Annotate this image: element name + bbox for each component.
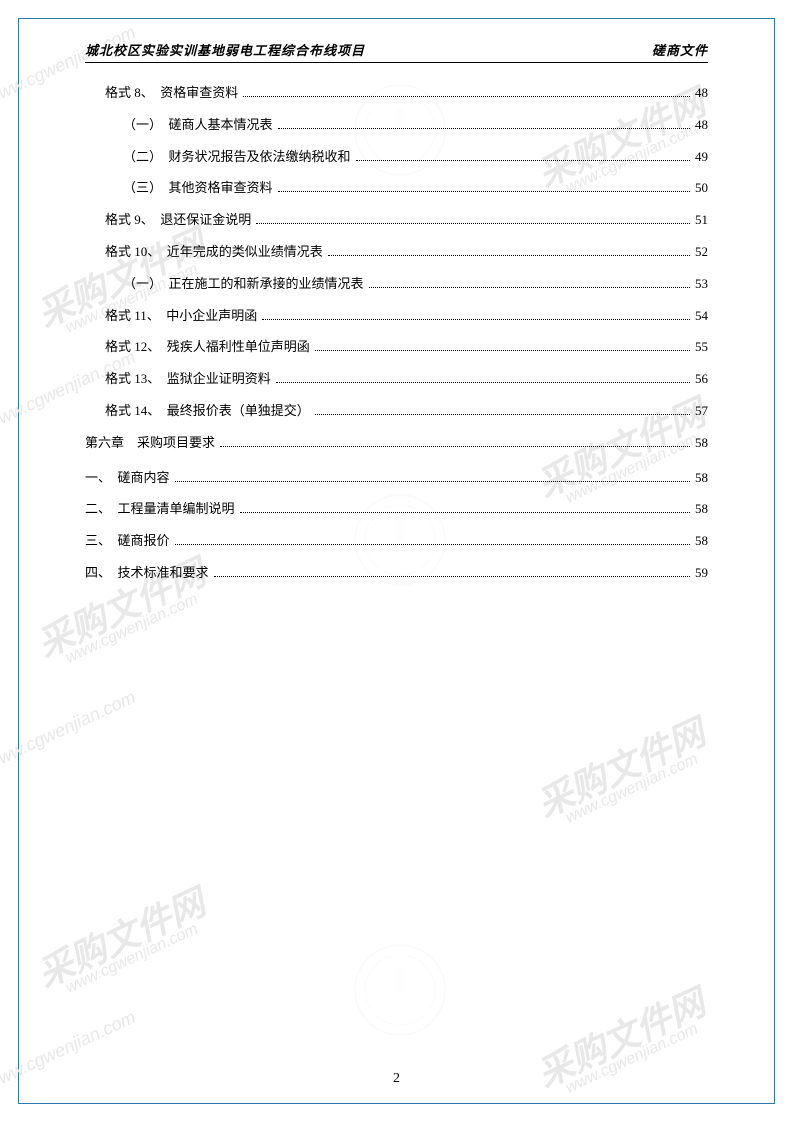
toc-label: 一、 磋商内容 (85, 468, 172, 489)
header-title-left: 城北校区实验实训基地弱电工程综合布线项目 (85, 40, 365, 59)
toc-page-number: 52 (693, 242, 708, 263)
toc-page-number: 51 (693, 210, 708, 231)
toc-page-number: 55 (693, 337, 708, 358)
toc-entry: 一、 磋商内容 58 (85, 468, 708, 489)
toc-page-number: 54 (693, 306, 708, 327)
toc-label: 格式 11、 中小企业声明函 (105, 306, 259, 327)
toc-page-number: 48 (693, 115, 708, 136)
toc-page-number: 58 (693, 468, 708, 489)
toc-page-number: 58 (693, 499, 708, 520)
toc-label: 二、 工程量清单编制说明 (85, 499, 237, 520)
toc-entry: 三、 磋商报价 58 (85, 531, 708, 552)
toc-page-number: 53 (693, 274, 708, 295)
toc-label: 格式 14、 最终报价表（单独提交） (105, 401, 312, 422)
toc-leader-dots (214, 576, 690, 577)
toc-leader-dots (278, 191, 690, 192)
toc-leader-dots (256, 223, 690, 224)
toc-leader-dots (175, 544, 690, 545)
toc-entry: 格式 12、 残疾人福利性单位声明函 55 (85, 337, 708, 358)
toc-page-number: 57 (693, 401, 708, 422)
toc-leader-dots (369, 287, 690, 288)
toc-page-number: 48 (693, 83, 708, 104)
toc-leader-dots (278, 128, 690, 129)
toc-label: 格式 8、 资格审查资料 (105, 83, 240, 104)
toc-entry: 格式 9、 退还保证金说明 51 (85, 210, 708, 231)
toc-label: 格式 9、 退还保证金说明 (105, 210, 253, 231)
toc-page-number: 59 (693, 563, 708, 584)
toc-entry: （一） 磋商人基本情况表 48 (85, 115, 708, 136)
toc-entry: （一） 正在施工的和新承接的业绩情况表 53 (85, 274, 708, 295)
toc-page-number: 49 (693, 147, 708, 168)
page-header: 城北校区实验实训基地弱电工程综合布线项目 磋商文件 (85, 40, 708, 63)
toc-leader-dots (240, 512, 690, 513)
toc-label: （二） 财务状况报告及依法缴纳税收和 (123, 147, 353, 168)
toc-leader-dots (175, 481, 690, 482)
toc-label: 格式 10、 近年完成的类似业绩情况表 (105, 242, 325, 263)
toc-entry: 第六章 采购项目要求 58 (85, 433, 708, 454)
toc-page-number: 58 (693, 433, 708, 454)
toc-label: 四、 技术标准和要求 (85, 563, 211, 584)
toc-page-number: 50 (693, 178, 708, 199)
toc-leader-dots (243, 96, 690, 97)
toc-label: （一） 正在施工的和新承接的业绩情况表 (123, 274, 366, 295)
toc-leader-dots (262, 319, 690, 320)
toc-leader-dots (315, 350, 690, 351)
toc-leader-dots (220, 446, 690, 447)
toc-label: 格式 13、 监狱企业证明资料 (105, 369, 273, 390)
toc-page-number: 58 (693, 531, 708, 552)
page-number: 2 (0, 1071, 793, 1087)
toc-label: （一） 磋商人基本情况表 (123, 115, 275, 136)
toc-leader-dots (356, 160, 690, 161)
toc-entry: 格式 14、 最终报价表（单独提交） 57 (85, 401, 708, 422)
toc-entry: 格式 13、 监狱企业证明资料 56 (85, 369, 708, 390)
toc-page-number: 56 (693, 369, 708, 390)
header-title-right: 磋商文件 (652, 40, 708, 59)
toc-leader-dots (328, 255, 690, 256)
toc-entry: 四、 技术标准和要求 59 (85, 563, 708, 584)
table-of-contents: 格式 8、 资格审查资料 48 （一） 磋商人基本情况表 48 （二） 财务状况报告及依… (85, 83, 708, 584)
toc-entry: 格式 8、 资格审查资料 48 (85, 83, 708, 104)
toc-leader-dots (315, 414, 690, 415)
toc-entry: 二、 工程量清单编制说明 58 (85, 499, 708, 520)
toc-entry: 格式 11、 中小企业声明函 54 (85, 306, 708, 327)
toc-entry: （二） 财务状况报告及依法缴纳税收和 49 (85, 147, 708, 168)
toc-label: 第六章 采购项目要求 (85, 433, 217, 454)
toc-entry: （三） 其他资格审查资料 50 (85, 178, 708, 199)
toc-label: 三、 磋商报价 (85, 531, 172, 552)
toc-label: 格式 12、 残疾人福利性单位声明函 (105, 337, 312, 358)
toc-label: （三） 其他资格审查资料 (123, 178, 275, 199)
toc-entry: 格式 10、 近年完成的类似业绩情况表 52 (85, 242, 708, 263)
toc-leader-dots (276, 382, 690, 383)
